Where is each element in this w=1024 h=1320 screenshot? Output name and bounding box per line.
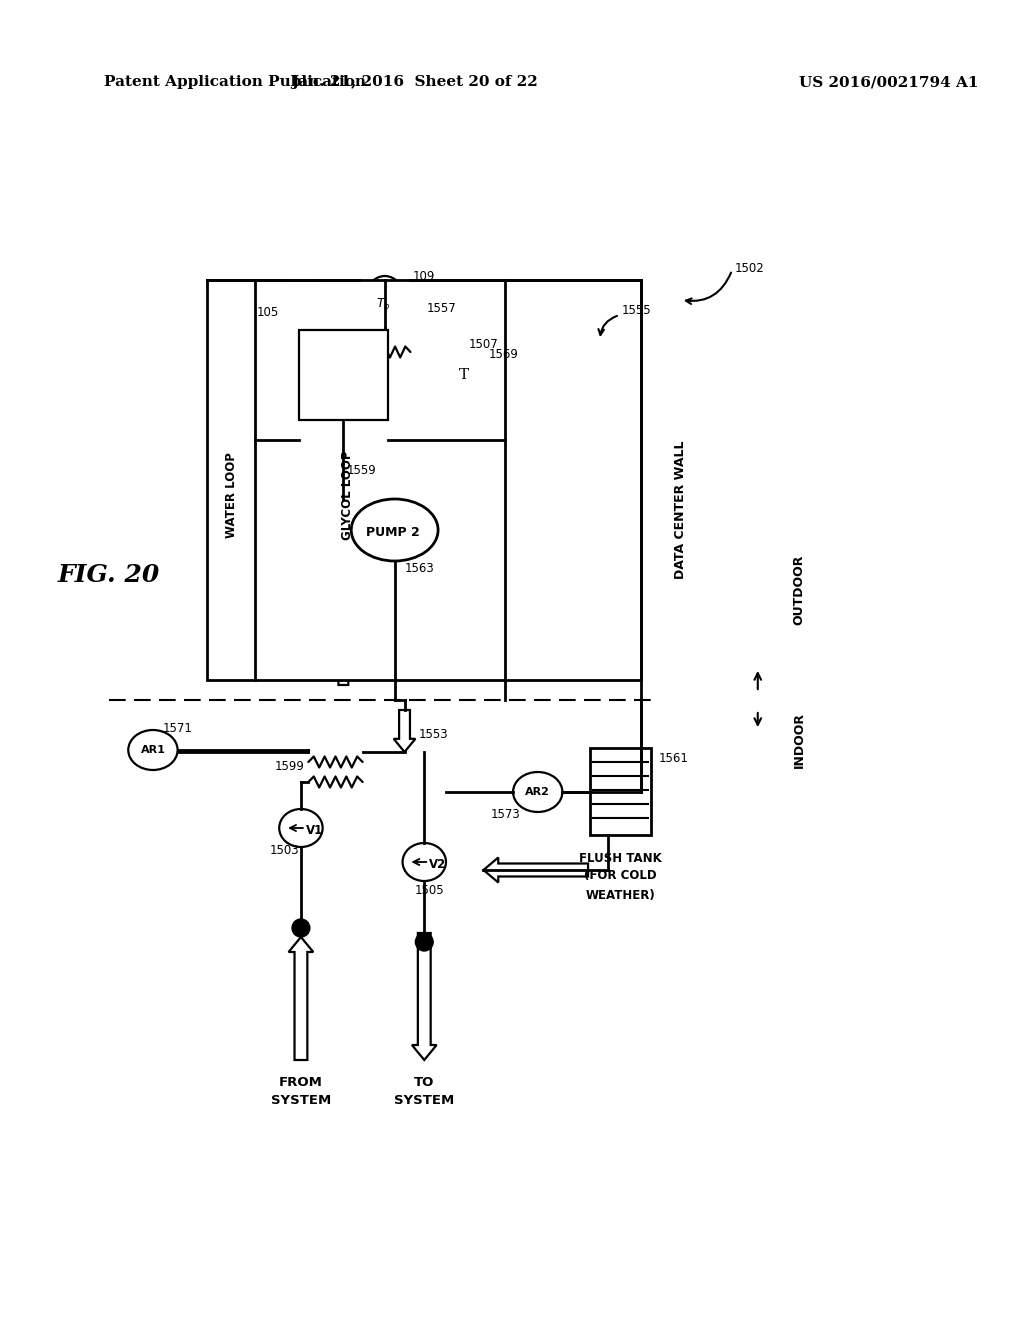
Circle shape [416,933,433,950]
Text: FROM: FROM [279,1076,323,1089]
Text: 1505: 1505 [415,883,444,896]
Text: 1553: 1553 [419,729,447,742]
Text: 1571: 1571 [163,722,193,734]
Text: 1569: 1569 [488,347,518,360]
Text: (FOR COLD: (FOR COLD [585,870,657,883]
Bar [590,748,651,836]
Text: V1: V1 [306,824,324,837]
Text: 1573: 1573 [490,808,520,821]
Text: 105: 105 [257,306,279,319]
Text: 1503: 1503 [269,843,299,857]
Text: INDOOR: INDOOR [793,711,806,768]
Text: TO: TO [414,1076,434,1089]
Text: SYSTEM: SYSTEM [394,1093,455,1106]
Text: 1507: 1507 [469,338,499,351]
Text: Patent Application Publication: Patent Application Publication [103,75,366,88]
Text: 1559: 1559 [346,463,376,477]
Text: DATA CENTER WALL: DATA CENTER WALL [674,441,687,579]
Text: Jan. 21, 2016  Sheet 20 of 22: Jan. 21, 2016 Sheet 20 of 22 [291,75,538,88]
Text: AR1: AR1 [140,744,165,755]
Text: WEATHER): WEATHER) [586,888,655,902]
Text: T: T [459,368,469,381]
Text: 109: 109 [413,271,435,284]
Text: 1563: 1563 [404,561,434,574]
Text: AR2: AR2 [525,787,550,797]
Text: PUMP 2: PUMP 2 [366,527,420,540]
Text: V2: V2 [429,858,446,870]
Text: FLUSH TANK: FLUSH TANK [580,851,662,865]
Bar [207,280,641,680]
Text: 1599: 1599 [274,760,304,774]
Bar [299,330,388,420]
Text: GLYCOL LOOP: GLYCOL LOOP [341,450,354,540]
Text: SYSTEM: SYSTEM [270,1093,331,1106]
Text: 1561: 1561 [659,751,689,764]
Text: $T_o$: $T_o$ [376,297,390,312]
Circle shape [292,919,310,937]
Text: FIG. 20: FIG. 20 [57,564,160,587]
Text: 1502: 1502 [735,261,765,275]
Text: 1555: 1555 [622,304,651,317]
Text: US 2016/0021794 A1: US 2016/0021794 A1 [799,75,979,88]
Text: WATER LOOP: WATER LOOP [225,451,239,539]
Text: 1557: 1557 [426,301,456,314]
Text: OUTDOOR: OUTDOOR [793,554,806,626]
